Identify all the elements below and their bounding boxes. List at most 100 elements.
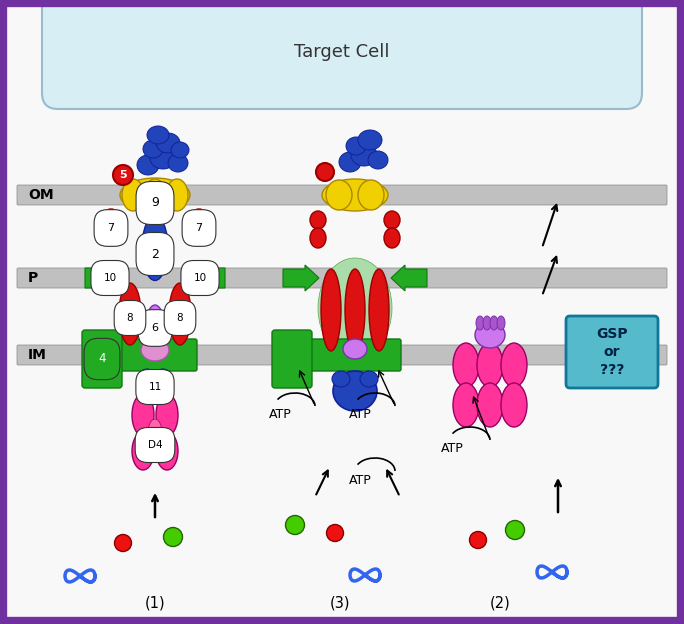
Ellipse shape	[368, 151, 388, 169]
Ellipse shape	[477, 383, 503, 427]
Ellipse shape	[339, 152, 361, 172]
Ellipse shape	[346, 137, 366, 155]
Text: 2: 2	[151, 248, 159, 260]
Ellipse shape	[147, 126, 169, 144]
Ellipse shape	[321, 269, 341, 351]
Ellipse shape	[156, 394, 178, 436]
Ellipse shape	[137, 155, 159, 175]
Ellipse shape	[369, 269, 389, 351]
Ellipse shape	[501, 343, 527, 387]
Text: ATP: ATP	[269, 409, 291, 421]
Ellipse shape	[477, 343, 503, 387]
FancyBboxPatch shape	[113, 339, 197, 371]
Ellipse shape	[144, 179, 166, 211]
Ellipse shape	[345, 269, 365, 351]
FancyBboxPatch shape	[42, 0, 642, 109]
Ellipse shape	[358, 180, 384, 210]
Ellipse shape	[119, 283, 141, 345]
Text: 7: 7	[107, 223, 114, 233]
Text: OM: OM	[28, 188, 53, 202]
Ellipse shape	[156, 369, 170, 381]
Text: 6: 6	[151, 323, 159, 333]
Ellipse shape	[143, 140, 163, 158]
Text: 8: 8	[127, 313, 133, 323]
Ellipse shape	[475, 322, 505, 348]
FancyArrow shape	[85, 264, 122, 292]
Ellipse shape	[139, 371, 171, 399]
Ellipse shape	[326, 180, 352, 210]
FancyArrow shape	[188, 264, 225, 292]
Ellipse shape	[505, 520, 525, 540]
FancyBboxPatch shape	[17, 268, 667, 288]
Text: (2): (2)	[490, 595, 510, 610]
Ellipse shape	[102, 209, 120, 227]
Ellipse shape	[190, 224, 208, 244]
FancyBboxPatch shape	[309, 339, 401, 371]
Ellipse shape	[113, 165, 133, 185]
Ellipse shape	[476, 316, 484, 330]
Ellipse shape	[497, 316, 505, 330]
Text: ATP: ATP	[349, 409, 371, 421]
Ellipse shape	[168, 154, 188, 172]
Ellipse shape	[102, 224, 120, 244]
Text: 11: 11	[148, 382, 161, 392]
Text: P: P	[28, 271, 38, 285]
FancyArrow shape	[283, 265, 319, 291]
Text: IM: IM	[28, 348, 47, 362]
Ellipse shape	[333, 371, 377, 411]
Ellipse shape	[285, 515, 304, 535]
Ellipse shape	[140, 369, 154, 381]
Ellipse shape	[163, 527, 183, 547]
Ellipse shape	[322, 179, 388, 211]
Text: ATP: ATP	[440, 442, 463, 454]
FancyArrow shape	[391, 265, 427, 291]
Ellipse shape	[453, 383, 479, 427]
Text: (1): (1)	[145, 595, 166, 610]
Ellipse shape	[171, 142, 189, 158]
Ellipse shape	[316, 163, 334, 181]
Ellipse shape	[318, 258, 392, 358]
FancyBboxPatch shape	[82, 330, 122, 388]
Ellipse shape	[156, 432, 178, 470]
Ellipse shape	[132, 432, 154, 470]
Ellipse shape	[469, 532, 486, 548]
Ellipse shape	[360, 371, 378, 387]
Ellipse shape	[122, 179, 144, 211]
Text: 10: 10	[194, 273, 207, 283]
Ellipse shape	[501, 383, 527, 427]
Ellipse shape	[358, 130, 382, 150]
Ellipse shape	[142, 215, 168, 281]
Text: (3): (3)	[330, 595, 350, 610]
Ellipse shape	[120, 178, 190, 212]
Text: 4: 4	[98, 353, 106, 366]
FancyBboxPatch shape	[17, 185, 667, 205]
FancyBboxPatch shape	[272, 330, 312, 388]
Text: 5: 5	[119, 170, 127, 180]
Text: GSP
or
???: GSP or ???	[596, 326, 628, 378]
FancyBboxPatch shape	[17, 345, 667, 365]
Text: 8: 8	[176, 313, 183, 323]
Ellipse shape	[384, 211, 400, 229]
Ellipse shape	[332, 371, 350, 387]
Ellipse shape	[453, 343, 479, 387]
Ellipse shape	[132, 394, 154, 436]
Ellipse shape	[384, 228, 400, 248]
Ellipse shape	[310, 228, 326, 248]
Ellipse shape	[343, 339, 367, 359]
Ellipse shape	[166, 179, 188, 211]
Ellipse shape	[490, 316, 498, 330]
Text: Target Cell: Target Cell	[294, 43, 390, 61]
Ellipse shape	[150, 147, 176, 169]
Ellipse shape	[145, 305, 165, 355]
Ellipse shape	[190, 209, 208, 227]
Ellipse shape	[141, 339, 169, 361]
Text: ATP: ATP	[349, 474, 371, 487]
Ellipse shape	[326, 525, 343, 542]
Ellipse shape	[169, 283, 191, 345]
Ellipse shape	[483, 316, 491, 330]
Ellipse shape	[156, 133, 180, 153]
Text: 10: 10	[103, 273, 116, 283]
Ellipse shape	[148, 419, 162, 447]
Text: 7: 7	[196, 223, 202, 233]
Ellipse shape	[310, 211, 326, 229]
